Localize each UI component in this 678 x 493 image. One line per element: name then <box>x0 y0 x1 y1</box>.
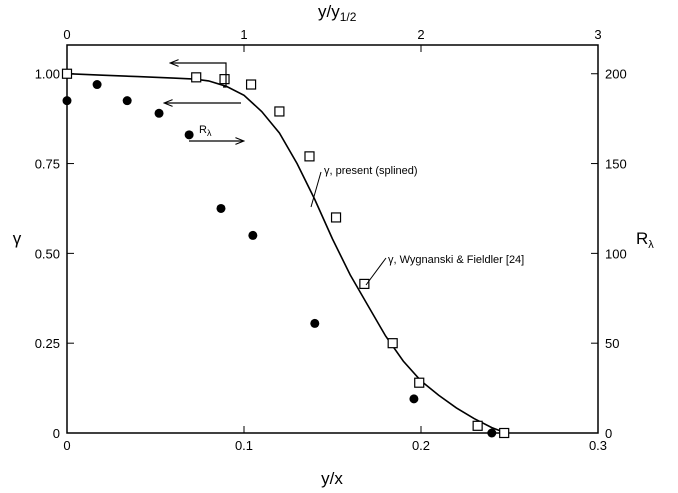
x-top-tick-label: 0 <box>63 27 70 42</box>
x-top-axis-title-sub: 1/2 <box>340 10 357 24</box>
wygnanski-data-point <box>305 152 314 161</box>
y-right-axis-title: Rλ <box>636 229 654 251</box>
annotation-wygnanski: γ, Wygnanski & Fieldler [24] <box>388 254 524 266</box>
y-left-tick-label: 0.75 <box>35 157 60 172</box>
r-lambda-data-point <box>310 319 319 328</box>
y-right-tick-label: 200 <box>605 67 627 82</box>
r-lambda-data-point <box>123 96 132 105</box>
wygnanski-data-point <box>332 213 341 222</box>
axes-layer: 0 0.1 0.2 0.30 1 2 300.250.500.751.00050100150… <box>35 27 627 453</box>
x-bottom-tick-label: 0.2 <box>412 438 430 453</box>
x-top-tick-label: 1 <box>240 27 247 42</box>
wygnanski-data-point <box>275 107 284 116</box>
r-lambda-data-point <box>63 96 72 105</box>
wygnanski-data-point <box>473 421 482 430</box>
y-left-axis-title: γ <box>13 229 22 248</box>
annotation-r-lambda-sub: λ <box>207 128 212 138</box>
r-lambda-data-point <box>487 429 496 438</box>
annotation-present: γ, present (splined) <box>324 165 418 177</box>
r-lambda-data-point <box>185 130 194 139</box>
wygnanski-data-point <box>388 339 397 348</box>
y-left-tick-label: 0.25 <box>35 336 60 351</box>
wygnanski-data-point <box>500 429 509 438</box>
annotation-r-lambda-main: R <box>199 124 207 136</box>
r-lambda-data-point <box>93 80 102 89</box>
wygnanski-data-point <box>415 378 424 387</box>
x-bottom-tick-label: 0.1 <box>235 438 253 453</box>
wygnanski-leader-line <box>366 258 386 285</box>
r-lambda-data-point <box>216 204 225 213</box>
r-lambda-data-point <box>155 109 164 118</box>
x-top-tick-label: 2 <box>417 27 424 42</box>
x-top-axis-title: y/y1/2 <box>318 2 357 24</box>
x-bottom-tick-label: 0 <box>63 438 70 453</box>
wygnanski-data-point <box>360 279 369 288</box>
wygnanski-data-point <box>63 69 72 78</box>
x-top-axis-title-main: y/y <box>318 2 340 21</box>
y-right-tick-label: 100 <box>605 246 627 261</box>
wygnanski-data-point <box>247 80 256 89</box>
y-left-tick-label: 0 <box>53 426 60 441</box>
x-top-tick-label: 3 <box>594 27 601 42</box>
x-bottom-axis-title: y/x <box>321 469 343 488</box>
y-right-axis-title-main: R <box>636 229 648 248</box>
y-right-tick-label: 50 <box>605 336 619 351</box>
y-right-tick-label: 0 <box>605 426 612 441</box>
y-right-axis-title-sub: λ <box>648 239 654 251</box>
wygnanski-data-point <box>220 75 229 84</box>
y-left-tick-label: 0.50 <box>35 246 60 261</box>
r-lambda-data-point <box>409 394 418 403</box>
wygnanski-data-point <box>192 73 201 82</box>
y-right-tick-label: 150 <box>605 157 627 172</box>
y-left-tick-label: 1.00 <box>35 67 60 82</box>
r-lambda-data-point <box>248 231 257 240</box>
annotation-r-lambda: Rλ <box>199 124 212 138</box>
